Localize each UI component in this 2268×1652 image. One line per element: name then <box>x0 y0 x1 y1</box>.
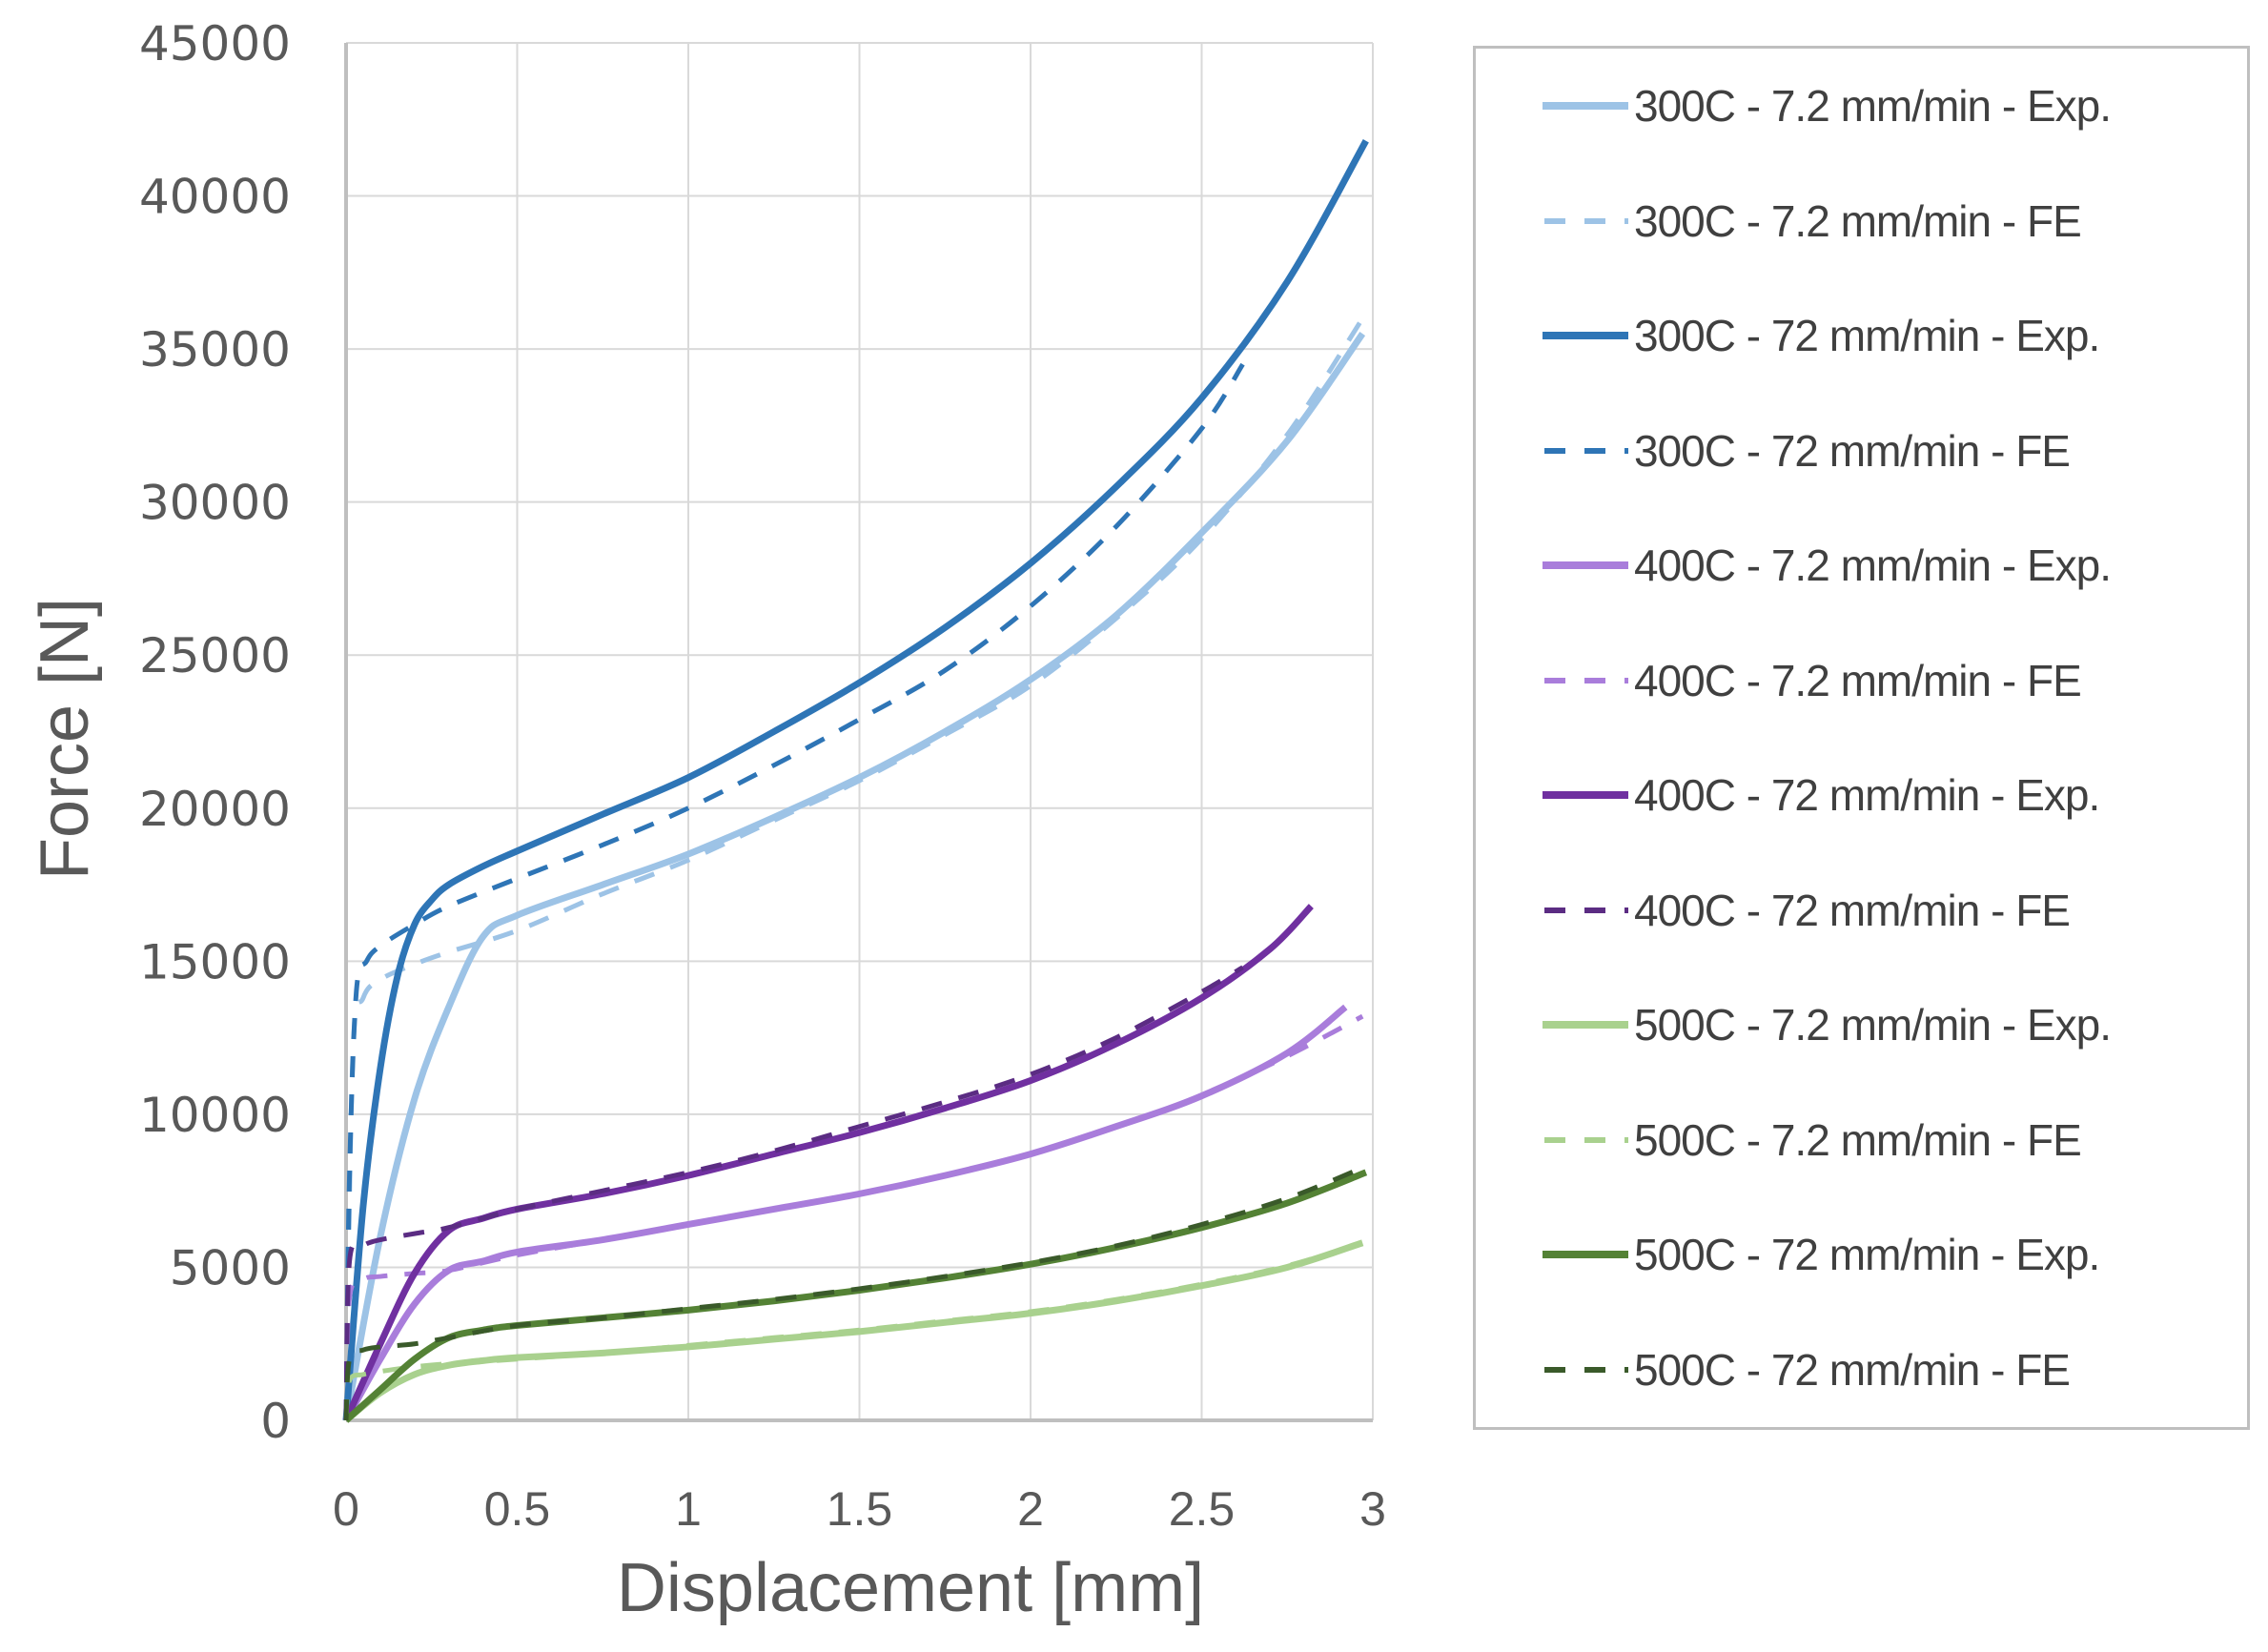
legend-label: 500C - 7.2 mm/min - Exp. <box>1634 1000 2112 1050</box>
x-tick-label: 1.5 <box>827 1482 893 1536</box>
legend-label: 500C - 72 mm/min - FE <box>1634 1344 2071 1395</box>
y-tick-label: 15000 <box>139 934 291 989</box>
legend-item: 500C - 72 mm/min - FE <box>1543 1341 2071 1398</box>
solid-line-swatch-icon <box>1543 77 1628 134</box>
y-tick-label: 25000 <box>139 628 291 683</box>
legend-label: 400C - 7.2 mm/min - Exp. <box>1634 540 2112 590</box>
legend-item: 500C - 7.2 mm/min - FE <box>1543 1112 2082 1169</box>
y-tick-label: 10000 <box>139 1088 291 1143</box>
legend-item: 300C - 72 mm/min - FE <box>1543 422 2071 479</box>
series-line-4 <box>343 362 1245 1421</box>
solid-line-swatch-icon <box>1543 537 1628 594</box>
x-axis-title: Displacement [mm] <box>617 1550 1204 1626</box>
series-line-12 <box>343 1164 1367 1421</box>
dashed-line-swatch-icon <box>1543 882 1628 939</box>
x-tick-label: 3 <box>1359 1482 1386 1536</box>
series-line-5 <box>342 1004 1348 1422</box>
y-axis-ticks: 0 5000 10000 15000 20000 25000 30000 35000 40000… <box>139 16 291 1449</box>
series-line-6 <box>343 1013 1364 1421</box>
legend-item: 500C - 7.2 mm/min - Exp. <box>1543 996 2112 1053</box>
legend-item: 400C - 7.2 mm/min - Exp. <box>1543 537 2112 594</box>
y-tick-label: 45000 <box>139 16 291 71</box>
plot-series <box>342 139 1369 1423</box>
x-axis-ticks: 0 0.5 1 1.5 2 2.5 3 <box>333 1482 1386 1536</box>
x-tick-label: 0.5 <box>484 1482 551 1536</box>
legend-label: 400C - 72 mm/min - FE <box>1634 885 2071 935</box>
legend-label: 400C - 7.2 mm/min - FE <box>1634 655 2082 705</box>
legend-label: 300C - 72 mm/min - FE <box>1634 425 2071 476</box>
series-line-3 <box>342 139 1369 1421</box>
series-line-10 <box>343 1240 1363 1421</box>
axes <box>344 43 1373 1422</box>
legend-item: 500C - 72 mm/min - Exp. <box>1543 1226 2100 1283</box>
dashed-line-swatch-icon <box>1543 1341 1628 1398</box>
legend: 300C - 7.2 mm/min - Exp. 300C - 7.2 mm/mi… <box>1473 46 2250 1430</box>
y-tick-label: 0 <box>260 1394 291 1449</box>
legend-label: 400C - 72 mm/min - Exp. <box>1634 770 2100 820</box>
dashed-line-swatch-icon <box>1543 422 1628 479</box>
x-tick-label: 0 <box>333 1482 359 1536</box>
legend-label: 500C - 7.2 mm/min - FE <box>1634 1114 2082 1165</box>
series-line-7 <box>342 904 1314 1422</box>
x-tick-label: 1 <box>675 1482 702 1536</box>
dashed-line-swatch-icon <box>1543 1112 1628 1169</box>
legend-label: 300C - 7.2 mm/min - FE <box>1634 195 2082 246</box>
dashed-line-swatch-icon <box>1543 193 1628 250</box>
solid-line-swatch-icon <box>1543 766 1628 824</box>
x-tick-label: 2 <box>1017 1482 1044 1536</box>
series-line-2 <box>343 316 1365 1421</box>
solid-line-swatch-icon <box>1543 307 1628 364</box>
legend-label: 500C - 72 mm/min - Exp. <box>1634 1230 2100 1279</box>
legend-item: 400C - 72 mm/min - Exp. <box>1543 766 2100 824</box>
solid-line-swatch-icon <box>1543 996 1628 1053</box>
legend-item: 400C - 7.2 mm/min - FE <box>1543 652 2082 709</box>
legend-item: 400C - 72 mm/min - FE <box>1543 882 2071 939</box>
y-tick-label: 40000 <box>139 170 291 225</box>
y-tick-label: 20000 <box>139 782 291 837</box>
legend-label: 300C - 7.2 mm/min - Exp. <box>1634 81 2112 131</box>
y-axis-title: Force [N] <box>27 598 103 880</box>
solid-line-swatch-icon <box>1543 1226 1628 1283</box>
series-line-11 <box>343 1169 1368 1423</box>
series-line-8 <box>343 965 1244 1421</box>
legend-item: 300C - 7.2 mm/min - Exp. <box>1543 77 2112 134</box>
legend-label: 300C - 72 mm/min - Exp. <box>1634 311 2100 360</box>
series-line-1 <box>342 332 1366 1421</box>
legend-item: 300C - 7.2 mm/min - FE <box>1543 193 2082 250</box>
y-tick-label: 5000 <box>170 1240 291 1295</box>
legend-item: 300C - 72 mm/min - Exp. <box>1543 307 2100 364</box>
dashed-line-swatch-icon <box>1543 652 1628 709</box>
y-tick-label: 30000 <box>139 476 291 531</box>
y-tick-label: 35000 <box>139 322 291 377</box>
x-tick-label: 2.5 <box>1169 1482 1236 1536</box>
